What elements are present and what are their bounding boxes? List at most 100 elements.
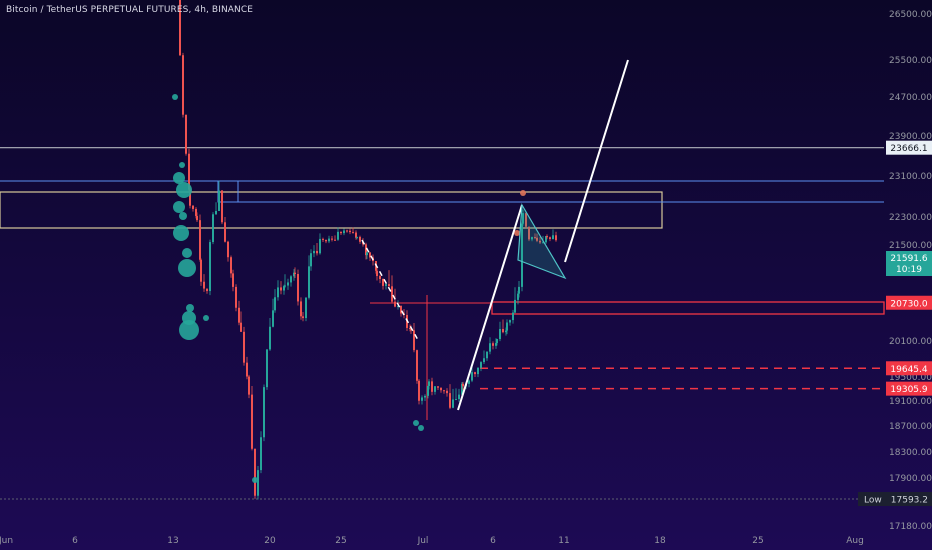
candle-body (359, 236, 361, 242)
level-label-bg (886, 361, 932, 376)
candle-body (179, 0, 181, 56)
candle (539, 237, 541, 244)
time-tick: 6 (72, 536, 78, 546)
candle (294, 267, 296, 279)
time-tick: 18 (654, 536, 666, 546)
candle-body (443, 390, 445, 392)
candle (506, 319, 508, 335)
candle (509, 319, 511, 326)
candle-body (185, 114, 187, 154)
candle-body (272, 310, 274, 327)
time-tick: 20 (264, 536, 276, 546)
candle (449, 384, 451, 410)
time-tick: 11 (558, 536, 569, 546)
price-tick: 22300.00 (889, 213, 932, 223)
candle-body (294, 272, 296, 274)
candle (300, 297, 302, 320)
uptrend-line (457, 204, 523, 411)
candle-body (449, 393, 451, 408)
candle-body (486, 351, 488, 359)
candle-body (343, 230, 345, 234)
candle (486, 351, 488, 361)
candle (477, 367, 479, 378)
candle (257, 465, 259, 500)
candle (343, 228, 345, 236)
candle (555, 231, 557, 242)
candle-body (328, 238, 330, 242)
candle-body (248, 376, 250, 395)
candle (359, 235, 361, 244)
candle (534, 233, 536, 240)
candle (302, 311, 304, 322)
candle-body (251, 394, 253, 449)
candle-body (277, 287, 279, 298)
candle-body (243, 331, 245, 363)
price-tick: 25500.00 (889, 56, 932, 66)
candle (260, 431, 262, 474)
candle-body (424, 395, 426, 398)
candle (215, 202, 217, 215)
candle-body (549, 237, 551, 240)
candle-body (512, 312, 514, 321)
volume-dot (514, 230, 520, 236)
level-label-bg (886, 381, 932, 396)
low-label-bg (858, 492, 932, 506)
time-tick: Aug (846, 536, 864, 546)
candle-body (221, 190, 223, 223)
low-value: 17593.2 (891, 496, 928, 506)
candle (322, 237, 324, 243)
candle-body (446, 390, 448, 394)
candle (382, 278, 384, 290)
candle-body (284, 285, 286, 287)
candle (480, 361, 482, 372)
candle-body (215, 210, 217, 215)
volume-dot (173, 225, 189, 241)
volume-dot (182, 248, 192, 258)
candle-body (310, 253, 312, 267)
candle (266, 349, 268, 390)
candle-body (496, 339, 498, 344)
candle (462, 381, 464, 390)
candle (528, 226, 530, 242)
candle-body (313, 250, 315, 254)
volume-dot (252, 477, 258, 483)
candle (200, 258, 202, 286)
candle (179, 0, 181, 57)
price-tick: 19500.00 (889, 373, 932, 383)
candle (531, 236, 533, 242)
candle-body (440, 387, 442, 391)
candle-body (428, 381, 430, 386)
time-tick: Jul (417, 536, 429, 546)
candle (274, 289, 276, 313)
candle (232, 269, 234, 292)
volume-dot (173, 172, 185, 184)
candle (196, 212, 198, 223)
candle (356, 236, 358, 240)
time-tick: 6 (490, 536, 496, 546)
candle-body (499, 329, 501, 340)
candle (182, 52, 184, 118)
candle-body (379, 276, 381, 279)
volume-dot (186, 304, 194, 312)
chart-title: Bitcoin / TetherUS PERPETUAL FUTURES, 4h… (6, 5, 254, 15)
candle (238, 300, 240, 326)
candle (308, 255, 310, 300)
candle-body (528, 226, 530, 240)
candle-body (437, 386, 439, 388)
candle-body (413, 330, 415, 351)
candle (340, 231, 342, 235)
price-tick: 26500.00 (889, 10, 932, 20)
volume-dot (173, 201, 185, 213)
candle-body (461, 383, 463, 395)
candle-body (238, 307, 240, 323)
candle-body (188, 153, 190, 190)
last-price-bg (886, 251, 932, 276)
candle (474, 371, 476, 377)
candle (483, 350, 485, 365)
candle-body (525, 213, 527, 227)
candle-body (293, 272, 295, 277)
candle (369, 252, 371, 262)
candle-body (495, 343, 497, 346)
